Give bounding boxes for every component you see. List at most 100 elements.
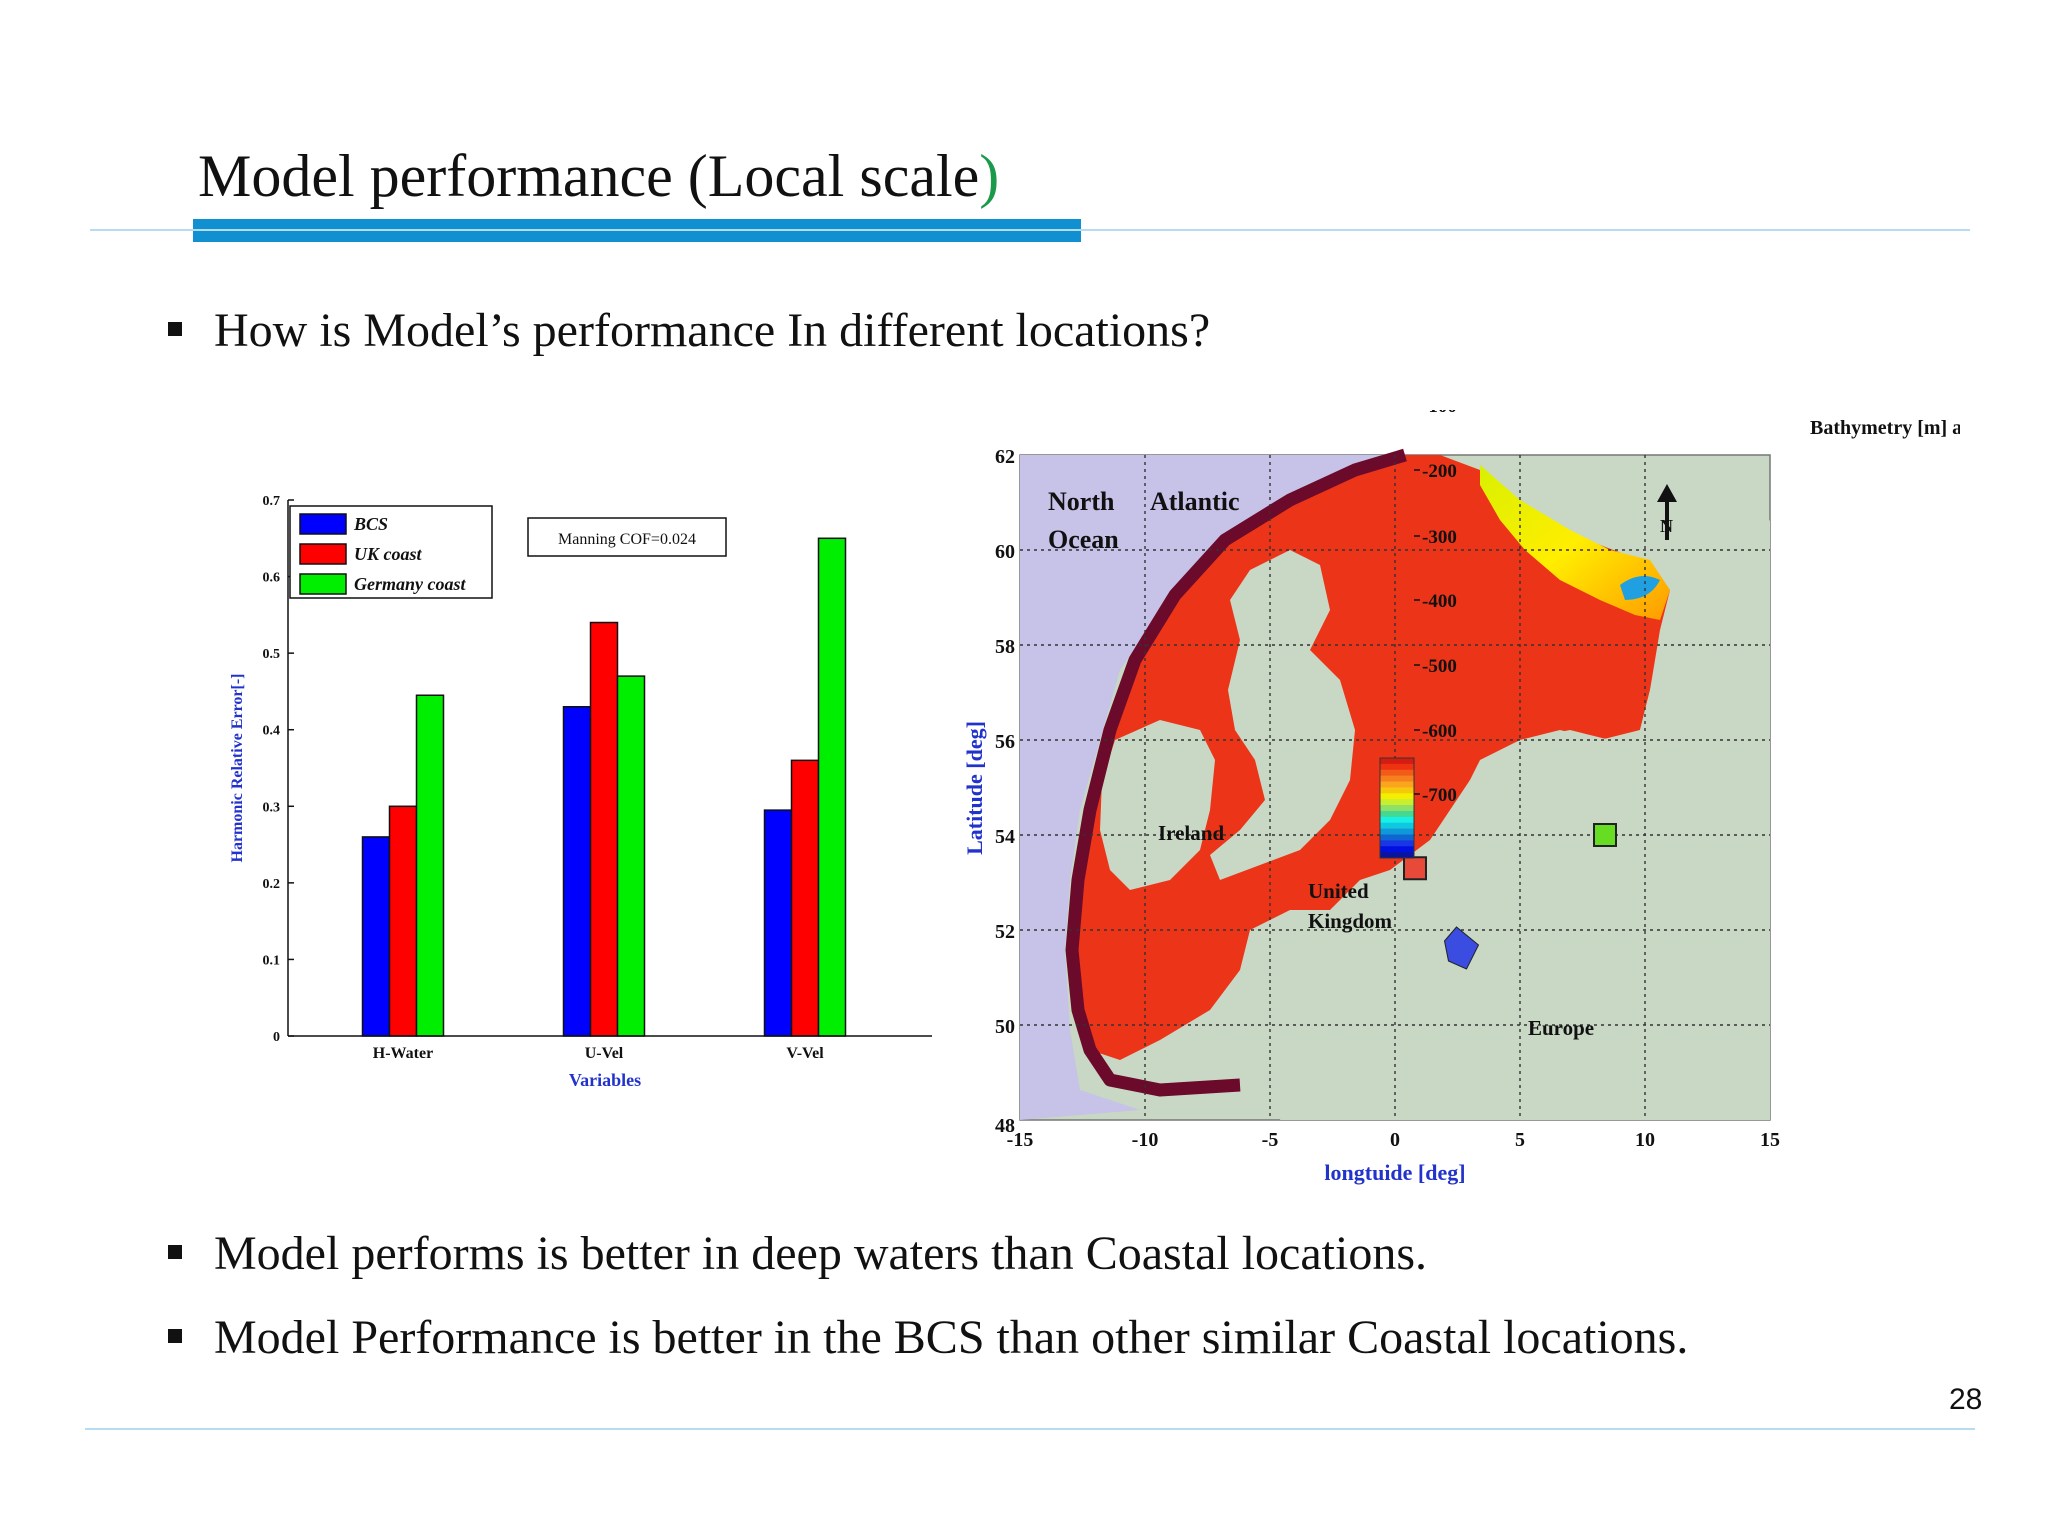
map-x-tick-label: -10 bbox=[1132, 1129, 1159, 1151]
colorbar-segment bbox=[1380, 852, 1414, 859]
bar-germany-coast bbox=[817, 537, 847, 1037]
page-number: 28 bbox=[1949, 1383, 1983, 1416]
marker-bcs bbox=[1443, 926, 1480, 970]
skagerrak-area bbox=[1480, 465, 1670, 620]
colorbar-segment bbox=[1380, 816, 1414, 824]
ireland-land bbox=[1100, 720, 1215, 890]
manning-annotation-box bbox=[527, 517, 727, 557]
colorbar-segment bbox=[1380, 840, 1414, 847]
map-x-tick-label: 5 bbox=[1515, 1129, 1525, 1151]
map-y-tick-label: 50 bbox=[995, 1016, 1015, 1038]
marker-germany-coast bbox=[1593, 823, 1617, 847]
legend-label: Germany coast bbox=[354, 574, 466, 594]
bar-uk-coast bbox=[589, 621, 619, 1037]
bar-y-tick-label: 0.5 bbox=[263, 647, 281, 662]
bar-y-tick-label: 0.2 bbox=[263, 877, 281, 892]
bar-uk-coast bbox=[388, 805, 418, 1037]
slide-title: Model performance (Local scale) bbox=[198, 143, 1000, 209]
bar-y-tick-label: 0.4 bbox=[263, 724, 281, 739]
colorbar-frame bbox=[1379, 757, 1415, 859]
colorbar-segment bbox=[1380, 810, 1414, 818]
colorbar-segment bbox=[1380, 769, 1414, 777]
colorbar-segment bbox=[1380, 834, 1414, 841]
legend-swatch bbox=[299, 543, 347, 565]
label-ireland: Ireland bbox=[1158, 821, 1224, 845]
bar-y-axis-label: Harmonic Relative Error[-] bbox=[229, 674, 246, 863]
map-y-tick-label: 56 bbox=[995, 731, 1015, 753]
bullet-conclusion-1: Model performs is better in deep waters … bbox=[168, 1226, 1427, 1281]
colorbar-tick-label: -500 bbox=[1422, 656, 1457, 677]
bar-germany-coast bbox=[415, 694, 445, 1037]
colorbar-tick-label: -300 bbox=[1422, 527, 1457, 548]
legend-label: UK coast bbox=[354, 544, 422, 564]
bar-x-tick-label: H-Water bbox=[373, 1045, 433, 1062]
label-ocean: Ocean bbox=[1048, 525, 1119, 554]
colorbar-tick-label: -700 bbox=[1422, 785, 1457, 806]
map-x-tick-label: 0 bbox=[1390, 1129, 1400, 1151]
map-y-tick-label: 54 bbox=[995, 826, 1015, 848]
bullet-conclusion-2: Model Performance is better in the BCS t… bbox=[168, 1310, 1688, 1365]
bar-y-tick-label: 0.3 bbox=[263, 800, 281, 815]
colorbar-segment bbox=[1380, 763, 1414, 771]
europe-land bbox=[1280, 455, 1770, 1120]
label-europe: Europe bbox=[1528, 1016, 1594, 1040]
colorbar-segment bbox=[1380, 793, 1414, 800]
label-united: United bbox=[1308, 879, 1369, 903]
bar-germany-coast bbox=[616, 675, 646, 1037]
colorbar-title: Bathymetry [m] amsl bbox=[1810, 417, 1960, 439]
colorbar-segment bbox=[1380, 805, 1414, 812]
map-y-axis-label: Latitude [deg] bbox=[962, 721, 987, 855]
map-y-tick-label: 48 bbox=[995, 1115, 1015, 1137]
norwegian-trench bbox=[1620, 576, 1660, 600]
north-arrowhead-icon bbox=[1657, 484, 1677, 502]
label-atlantic: Atlantic bbox=[1150, 487, 1240, 516]
colorbar-segment bbox=[1380, 775, 1414, 783]
map-x-tick-label: 15 bbox=[1760, 1129, 1780, 1151]
colorbar-segment bbox=[1380, 822, 1414, 830]
bar-y-tick-label: 0 bbox=[273, 1030, 280, 1045]
bar-bcs bbox=[361, 836, 391, 1037]
great-britain-land bbox=[1210, 550, 1355, 880]
bar-x-axis-label: Variables bbox=[569, 1070, 641, 1090]
manning-annotation: Manning COF=0.024 bbox=[558, 531, 696, 548]
legend-swatch bbox=[299, 513, 347, 535]
bar-y-tick-label: 0.7 bbox=[263, 494, 281, 509]
colorbar-segment bbox=[1380, 781, 1414, 788]
colorbar-tick-label: -600 bbox=[1422, 721, 1457, 742]
label-kingdom: Kingdom bbox=[1308, 909, 1393, 933]
map-y-tick-label: 62 bbox=[995, 446, 1015, 468]
colorbar-segment bbox=[1380, 846, 1414, 853]
bullet-square-icon bbox=[168, 1328, 182, 1343]
bar-uk-coast bbox=[790, 759, 820, 1037]
map-y-tick-label: 52 bbox=[995, 921, 1015, 943]
map-y-tick-label: 58 bbox=[995, 636, 1015, 658]
atlantic-ocean-area bbox=[1020, 455, 1400, 1120]
colorbar-segment bbox=[1380, 787, 1414, 794]
bar-x-tick-label: U-Vel bbox=[585, 1045, 624, 1062]
bar-chart: 0 0.1 0.2 0.3 0.4 0.5 0.6 0.7 H-Water U-Vel V-Vel… bbox=[229, 494, 932, 1090]
bathymetry-map: -15 -10 -5 0 5 10 15 48 50 52 54 56 58 60 62 North Atl… bbox=[962, 410, 1960, 1185]
bullet-square-icon bbox=[168, 1244, 182, 1259]
bar-bcs bbox=[562, 705, 592, 1037]
legend-swatch bbox=[299, 573, 347, 595]
colorbar-segment bbox=[1380, 799, 1414, 806]
map-x-axis-label: longtuide [deg] bbox=[1324, 1160, 1465, 1185]
colorbar-tick-label: -400 bbox=[1422, 591, 1457, 612]
map-x-tick-label: 10 bbox=[1635, 1129, 1655, 1151]
shelf-boundary bbox=[1065, 448, 1407, 1097]
legend-label: BCS bbox=[353, 514, 388, 534]
map-x-tick-label: -5 bbox=[1262, 1129, 1279, 1151]
marker-uk-coast bbox=[1403, 856, 1427, 881]
title-divider bbox=[90, 229, 1970, 231]
shelf-sea-area bbox=[1072, 455, 1670, 1060]
bar-bcs bbox=[763, 809, 793, 1037]
label-n: N bbox=[1660, 516, 1673, 536]
bar-y-tick-label: 0.1 bbox=[263, 953, 281, 968]
bullet-square-icon bbox=[168, 321, 182, 336]
map-y-tick-label: 60 bbox=[995, 541, 1015, 563]
bullet-question: How is Model’s performance In different … bbox=[168, 303, 1210, 358]
colorbar-segment bbox=[1380, 828, 1414, 835]
colorbar-segment bbox=[1380, 758, 1414, 765]
colorbar-tick-label: -100 bbox=[1422, 410, 1457, 417]
bar-y-tick-label: 0.6 bbox=[263, 571, 281, 586]
